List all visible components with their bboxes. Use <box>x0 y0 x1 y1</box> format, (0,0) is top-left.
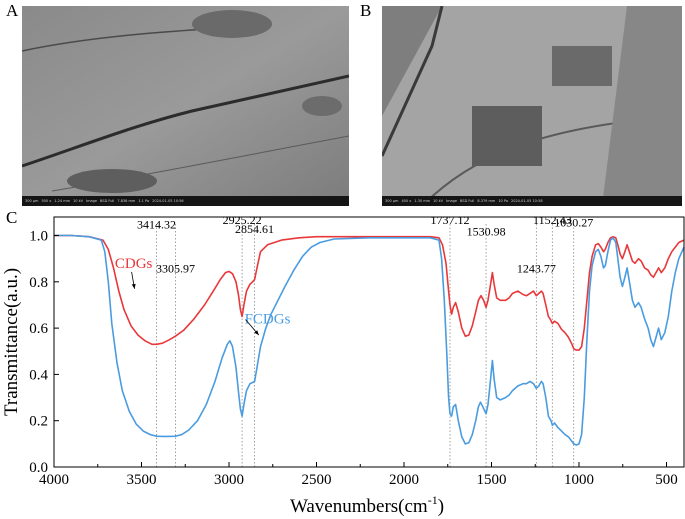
sem-image-a: 300 μm 500 x 1.24 mm 10 kV Image BSD Ful… <box>22 6 349 206</box>
sem-fw-a: 1.24 mm <box>54 199 71 203</box>
sem-scale-b: 300 μm <box>385 199 399 203</box>
peak-label: 2925.22 <box>223 213 262 227</box>
sem-scale-a: 300 μm <box>25 199 39 203</box>
sem-mag-b: 400 x <box>401 199 412 203</box>
plot-frame <box>53 216 685 468</box>
peak-label: 3305.97 <box>156 262 195 276</box>
ftir-chart: 4000 3500 3000 2500 2000 1500 1000 500 0.0 0.2 0.4… <box>1 213 685 517</box>
peak-label: 1737.12 <box>431 213 470 227</box>
x-tick-label: 3000 <box>214 472 244 488</box>
x-axis-label-end: ) <box>438 496 444 517</box>
x-tick-label: 500 <box>655 472 678 488</box>
peak-label: 1243.77 <box>517 262 556 276</box>
x-tick-label: 1500 <box>477 472 507 488</box>
x-axis-label: Wavenumbers(cm-1) <box>290 493 444 517</box>
series-line-cdgs <box>54 234 685 351</box>
panel-label-b: B <box>360 1 372 20</box>
sem-info-bar-a: 300 μm 500 x 1.24 mm 10 kV Image BSD Ful… <box>22 196 349 206</box>
y-tick-label: 0.0 <box>29 460 48 476</box>
sem-hv-a: 10 kV <box>73 199 84 203</box>
sem-texture-b <box>382 6 682 206</box>
peak-label: 3414.32 <box>137 218 176 232</box>
sem-hv-b: 10 kV <box>433 199 444 203</box>
sem-wd-b: 8.379 mm <box>477 199 496 203</box>
peak-label: 1030.27 <box>554 215 593 229</box>
sem-wd-a: 7.836 mm <box>117 199 136 203</box>
x-tick-label: 2500 <box>302 472 332 488</box>
reference-lines <box>156 223 575 467</box>
sem-info-bar-b: 300 μm 400 x 1.30 mm 10 kV Image BSD Ful… <box>382 196 682 206</box>
y-tick-label: 0.2 <box>29 414 48 430</box>
arrow-head-icon <box>254 330 259 336</box>
x-axis-label-main: Wavenumbers(cm <box>290 496 428 517</box>
y-tick-label: 0.4 <box>29 367 48 383</box>
x-tick-label: 4000 <box>39 472 69 488</box>
y-axis-label: Transmittance(a.u.) <box>1 268 22 416</box>
sem-det-b: BSD Full <box>460 199 475 203</box>
sem-int-b: Image <box>446 199 458 203</box>
x-tick-label: 3500 <box>127 472 157 488</box>
x-tick-label: 2000 <box>389 472 419 488</box>
sem-texture-a <box>22 6 349 206</box>
axes: 4000 3500 3000 2500 2000 1500 1000 500 0.0 0.2 0.4… <box>29 216 685 488</box>
series-label-fcdgs: FCDGs <box>245 311 291 327</box>
sem-image-b: 300 μm 400 x 1.30 mm 10 kV Image BSD Ful… <box>382 6 682 206</box>
panel-label-c: C <box>6 208 18 227</box>
peak-label: 1152.43 <box>533 213 572 227</box>
arrow-head-icon <box>131 283 136 289</box>
sem-fw-b: 1.30 mm <box>414 199 431 203</box>
sem-pres-b: 10 Pa <box>498 199 508 203</box>
peak-label: 1530.98 <box>467 225 506 239</box>
sem-time-a: 2024-01-05 10:56 <box>152 199 184 203</box>
sem-time-b: 2024-01-05 10:58 <box>511 199 543 203</box>
sem-pres-a: 1.1 Pa <box>138 199 150 203</box>
y-tick-label: 0.8 <box>29 275 48 291</box>
y-tick-label: 0.6 <box>29 321 48 337</box>
sem-det-a: BSD Full <box>100 199 115 203</box>
series-label-cdgs: CDGs <box>115 256 153 272</box>
peak-label: 2854.61 <box>235 222 274 236</box>
sem-int-a: Image <box>86 199 98 203</box>
series-layer <box>54 234 685 446</box>
panel-label-a: A <box>6 1 19 20</box>
x-tick-label: 1000 <box>564 472 594 488</box>
y-tick-label: 1.0 <box>29 229 48 245</box>
sem-mag-a: 500 x <box>41 199 52 203</box>
series-line-fcdgs <box>54 234 685 446</box>
x-axis-label-sup: -1 <box>428 493 438 507</box>
